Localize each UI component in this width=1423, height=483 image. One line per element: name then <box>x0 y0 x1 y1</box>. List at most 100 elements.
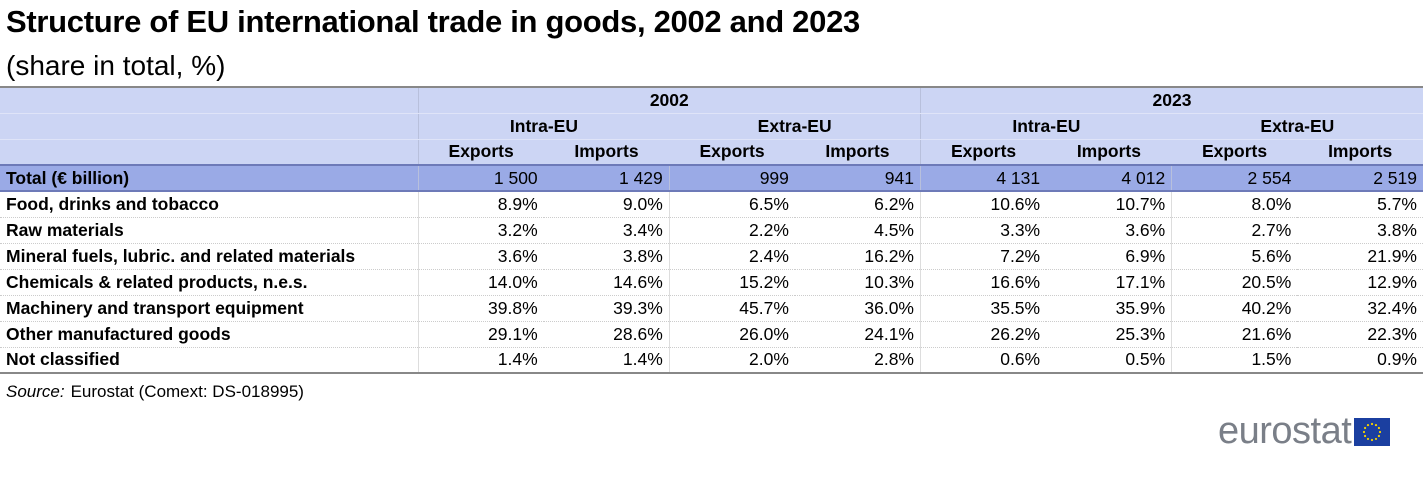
source-note: Source: Eurostat (Comext: DS-018995) <box>6 382 304 402</box>
flag-star <box>1375 437 1378 440</box>
header-row-flows: Exports Imports Exports Imports Exports Impor… <box>0 139 1423 166</box>
row-label: Food, drinks and tobacco <box>0 191 419 218</box>
header-flow: Imports <box>543 139 670 166</box>
data-cell: 36.0% <box>794 295 921 322</box>
data-cell: 32.4% <box>1297 295 1423 322</box>
data-cell: 3.3% <box>920 217 1047 244</box>
data-cell: 6.2% <box>794 191 921 218</box>
header-row-groups: Intra-EU Extra-EU Intra-EU Extra-EU <box>0 113 1423 140</box>
header-corner <box>0 86 419 114</box>
data-cell: 16.6% <box>920 269 1047 296</box>
flag-star <box>1378 434 1381 437</box>
data-cell: 26.0% <box>668 321 795 348</box>
data-cell: 24.1% <box>794 321 921 348</box>
flag-star <box>1364 426 1367 429</box>
data-cell: 15.2% <box>668 269 795 296</box>
flag-star <box>1367 437 1370 440</box>
total-value: 999 <box>668 165 795 192</box>
trade-table: 2002 2023 Intra-EU Extra-EU Intra-EU Extra-EU… <box>0 86 1423 374</box>
flag-star <box>1379 430 1382 433</box>
header-flow: Exports <box>417 139 544 166</box>
data-cell: 8.0% <box>1171 191 1298 218</box>
data-cell: 2.8% <box>794 347 921 374</box>
data-cell: 5.7% <box>1297 191 1423 218</box>
data-cell: 3.6% <box>1046 217 1172 244</box>
header-flow: Imports <box>1046 139 1172 166</box>
header-corner <box>0 113 419 140</box>
data-cell: 2.7% <box>1171 217 1298 244</box>
total-value: 4 012 <box>1046 165 1172 192</box>
data-cell: 8.9% <box>417 191 544 218</box>
data-cell: 1.4% <box>543 347 670 374</box>
row-label: Raw materials <box>0 217 419 244</box>
flag-star <box>1364 434 1367 437</box>
flag-star <box>1367 423 1370 426</box>
data-cell: 7.2% <box>920 243 1047 270</box>
header-year: 2002 <box>417 86 921 114</box>
row-label: Chemicals & related products, n.e.s. <box>0 269 419 296</box>
data-cell: 5.6% <box>1171 243 1298 270</box>
data-cell: 20.5% <box>1171 269 1298 296</box>
data-cell: 14.6% <box>543 269 670 296</box>
data-cell: 17.1% <box>1046 269 1172 296</box>
table-row: Mineral fuels, lubric. and related mater… <box>0 243 1423 270</box>
header-flow: Imports <box>794 139 921 166</box>
header-group: Intra-EU <box>919 113 1172 140</box>
row-label: Total (€ billion) <box>0 165 419 192</box>
data-cell: 0.5% <box>1046 347 1172 374</box>
data-cell: 28.6% <box>543 321 670 348</box>
table-row: Chemicals & related products, n.e.s. 14.0… <box>0 269 1423 296</box>
data-cell: 39.3% <box>543 295 670 322</box>
total-value: 2 519 <box>1297 165 1423 192</box>
data-cell: 29.1% <box>417 321 544 348</box>
flag-star <box>1375 423 1378 426</box>
data-cell: 45.7% <box>668 295 795 322</box>
data-cell: 9.0% <box>543 191 670 218</box>
data-cell: 0.9% <box>1297 347 1423 374</box>
header-flow: Exports <box>920 139 1047 166</box>
data-cell: 6.5% <box>668 191 795 218</box>
row-label: Other manufactured goods <box>0 321 419 348</box>
data-cell: 10.7% <box>1046 191 1172 218</box>
total-value: 1 500 <box>417 165 544 192</box>
source-text: Eurostat (Comext: DS-018995) <box>70 382 304 401</box>
flag-star <box>1371 422 1374 425</box>
data-cell: 6.9% <box>1046 243 1172 270</box>
data-cell: 1.4% <box>417 347 544 374</box>
data-cell: 25.3% <box>1046 321 1172 348</box>
total-row: Total (€ billion) 1 500 1 429 999 941 4 131 4 … <box>0 165 1423 192</box>
header-flow: Exports <box>669 139 795 166</box>
data-cell: 35.9% <box>1046 295 1172 322</box>
chart-subtitle: (share in total, %) <box>6 50 226 81</box>
header-row-years: 2002 2023 <box>0 86 1423 114</box>
logo-text: eurostat <box>1218 410 1352 452</box>
header-group: Extra-EU <box>1171 113 1423 140</box>
data-cell: 2.2% <box>668 217 795 244</box>
total-value: 1 429 <box>543 165 670 192</box>
data-cell: 3.8% <box>543 243 670 270</box>
header-year: 2023 <box>920 86 1423 114</box>
total-value: 2 554 <box>1171 165 1298 192</box>
eurostat-logo: eurostat <box>1218 410 1391 453</box>
header-flow: Imports <box>1297 139 1423 166</box>
row-label: Not classified <box>0 347 419 374</box>
flag-star <box>1363 430 1366 433</box>
data-cell: 1.5% <box>1171 347 1298 374</box>
header-group: Intra-EU <box>417 113 670 140</box>
data-cell: 21.9% <box>1297 243 1423 270</box>
data-cell: 2.4% <box>668 243 795 270</box>
source-label: Source: <box>6 382 65 401</box>
data-cell: 39.8% <box>417 295 544 322</box>
flag-star <box>1371 438 1374 441</box>
table-row: Not classified 1.4% 1.4% 2.0% 2.8% 0.6% 0.5% 1.… <box>0 347 1423 374</box>
data-cell: 4.5% <box>794 217 921 244</box>
data-cell: 26.2% <box>920 321 1047 348</box>
row-label: Mineral fuels, lubric. and related mater… <box>0 243 419 270</box>
header-flow: Exports <box>1171 139 1298 166</box>
chart-title: Structure of EU international trade in g… <box>6 4 860 39</box>
data-cell: 0.6% <box>920 347 1047 374</box>
table-row: Machinery and transport equipment 39.8% 39… <box>0 295 1423 322</box>
data-cell: 10.3% <box>794 269 921 296</box>
eu-flag-icon <box>1354 417 1391 446</box>
data-cell: 3.6% <box>417 243 544 270</box>
